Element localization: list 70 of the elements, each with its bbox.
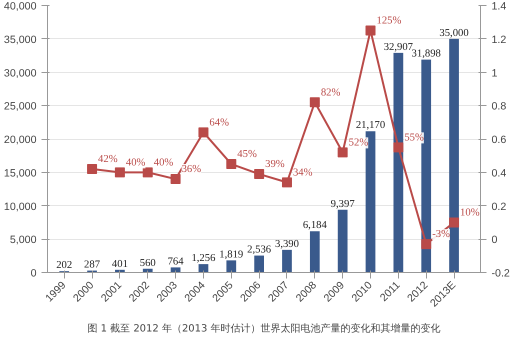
point xyxy=(198,127,208,138)
y2-tick-label: -0.2 xyxy=(492,268,510,280)
y-tick-label: 15,000 xyxy=(4,167,37,180)
data-label: 35,000 xyxy=(439,28,469,39)
y2-tick-label: 0 xyxy=(492,234,498,246)
data-label: 32,907 xyxy=(384,42,414,53)
data-label: 31,898 xyxy=(412,48,441,60)
point xyxy=(114,167,125,178)
y-tick-label: 5,000 xyxy=(10,234,37,246)
y2-tick-label: 1.2 xyxy=(492,34,506,46)
data-label: 3,390 xyxy=(274,238,299,250)
data-label: 39% xyxy=(265,159,285,170)
point xyxy=(338,147,348,158)
y2-tick-label: 0.2 xyxy=(492,200,506,213)
data-label: 40% xyxy=(126,157,146,168)
data-label: 82% xyxy=(320,87,340,98)
data-label: 36% xyxy=(182,164,202,176)
data-label: 2,536 xyxy=(247,244,272,256)
y-tick-label: 0 xyxy=(30,268,37,280)
data-label: 1,819 xyxy=(219,249,244,260)
point xyxy=(254,169,264,180)
bar xyxy=(449,38,459,272)
point xyxy=(310,97,320,108)
y2-tick-label: 0.8 xyxy=(492,100,506,113)
data-label: 10% xyxy=(460,207,480,218)
y-tick-label: 10,000 xyxy=(4,200,37,213)
caption: 图 1 截至 2012 年（2013 年时估计）世界太阳电池产量的变化和其增量的变化 xyxy=(87,322,441,334)
data-label: 9,397 xyxy=(330,198,356,210)
point xyxy=(282,177,292,188)
bar xyxy=(282,250,292,272)
data-label: 764 xyxy=(168,256,184,268)
point xyxy=(366,26,376,36)
y-tick-label: 20,000 xyxy=(4,134,37,146)
y2-tick-label: 1 xyxy=(492,67,498,80)
data-label: -3% xyxy=(432,229,450,240)
bar xyxy=(198,264,208,272)
bar xyxy=(254,256,264,272)
bar xyxy=(393,52,404,272)
y-tick-label: 35,000 xyxy=(4,34,37,46)
data-label: 401 xyxy=(112,258,128,270)
y-tick-label: 30,000 xyxy=(4,67,37,80)
point xyxy=(226,159,236,170)
y2-tick-label: 1.4 xyxy=(492,0,506,12)
point xyxy=(87,164,98,174)
y-tick-label: 40,000 xyxy=(4,0,37,12)
point xyxy=(142,167,153,178)
data-label: 21,170 xyxy=(356,120,386,132)
point xyxy=(170,174,181,184)
bar xyxy=(310,231,320,272)
bar xyxy=(338,210,348,272)
data-label: 560 xyxy=(140,258,156,269)
point xyxy=(393,142,404,152)
data-label: 34% xyxy=(292,167,313,178)
data-label: 202 xyxy=(56,260,72,272)
data-label: 6,184 xyxy=(302,220,328,232)
data-label: 1,256 xyxy=(191,253,216,264)
data-label: 42% xyxy=(98,154,118,166)
data-label: 125% xyxy=(376,16,402,27)
y-tick-label: 25,000 xyxy=(4,100,37,113)
data-label: 287 xyxy=(84,260,101,271)
data-label: 64% xyxy=(209,117,230,128)
point xyxy=(421,239,432,250)
data-label: 52% xyxy=(348,137,368,148)
data-label: 40% xyxy=(154,157,174,168)
data-label: 55% xyxy=(404,132,424,144)
y2-tick-label: 0.6 xyxy=(492,134,506,146)
bar xyxy=(226,260,236,272)
data-label: 45% xyxy=(237,149,257,160)
point xyxy=(449,217,460,228)
y2-tick-label: 0.4 xyxy=(492,167,506,180)
